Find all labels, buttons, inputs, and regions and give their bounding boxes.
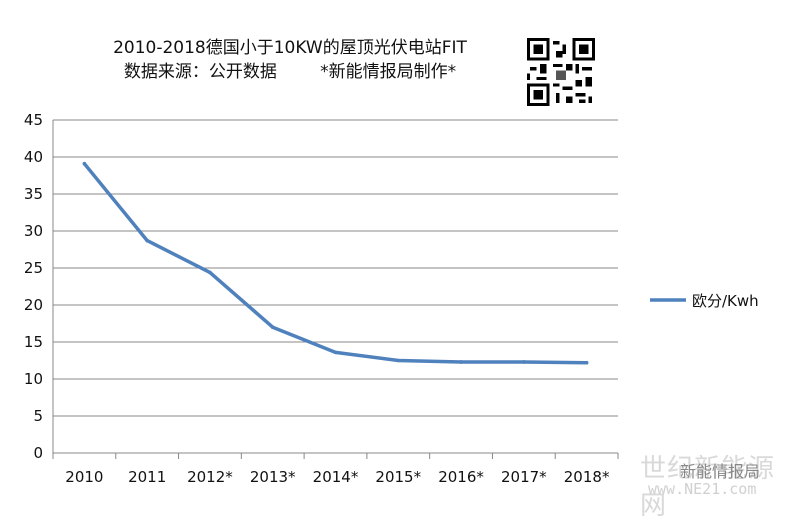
x-tick-label: 2014* — [313, 468, 359, 486]
data-point — [145, 238, 149, 243]
chart-title: 2010-2018德国小于10KW的屋顶光伏电站FIT 数据来源：公开数据 *新… — [60, 36, 520, 84]
x-tick-label: 2016* — [438, 468, 484, 486]
y-tick-label: 35 — [24, 185, 43, 203]
qr-code-icon — [527, 38, 595, 106]
y-tick-label: 20 — [24, 296, 43, 314]
data-point — [270, 325, 275, 330]
y-tick-label: 0 — [33, 444, 43, 462]
y-tick-label: 15 — [24, 333, 43, 351]
x-tick-labels: 2010 2011 2012* 2013* 2014* 2015* 2016* 2017* 20… — [65, 468, 610, 486]
data-point — [208, 270, 212, 275]
watermark-url: www.NE21.com — [648, 480, 757, 498]
data-point — [522, 360, 526, 364]
x-tick-label: 2017* — [501, 468, 547, 486]
y-tick-label: 30 — [24, 222, 43, 240]
y-tick-label: 10 — [24, 370, 43, 388]
data-point — [396, 358, 401, 363]
legend: 欧分/Kwh — [650, 292, 759, 310]
chart-title-line2: 数据来源：公开数据 *新能情报局制作* — [123, 62, 457, 82]
x-tick-label: 2012* — [187, 468, 233, 486]
legend-label: 欧分/Kwh — [692, 292, 759, 310]
chart-title-line1: 2010-2018德国小于10KW的屋顶光伏电站FIT — [113, 38, 467, 58]
x-tick-label: 2015* — [375, 468, 421, 486]
series-lines — [82, 161, 589, 365]
x-tick-label: 2018* — [564, 468, 610, 486]
data-point — [459, 360, 463, 364]
y-tick-label: 25 — [24, 259, 43, 277]
data-point — [584, 360, 589, 365]
y-tick-labels: 0 5 10 15 20 25 30 35 40 45 — [24, 111, 43, 462]
y-tick-label: 40 — [24, 148, 43, 166]
x-tick-label: 2010 — [65, 468, 103, 486]
y-tick-label: 45 — [24, 111, 43, 129]
x-tick-label: 2013* — [250, 468, 296, 486]
grid-lines — [52, 119, 619, 459]
y-tick-label: 5 — [33, 407, 43, 425]
watermark-mid: 新能情报局 — [680, 462, 761, 481]
x-tick-label: 2011 — [128, 468, 166, 486]
data-point — [333, 350, 338, 355]
data-point — [82, 161, 87, 166]
watermark: 世纪新能源网 新能情报局 www.NE21.com — [640, 448, 800, 521]
